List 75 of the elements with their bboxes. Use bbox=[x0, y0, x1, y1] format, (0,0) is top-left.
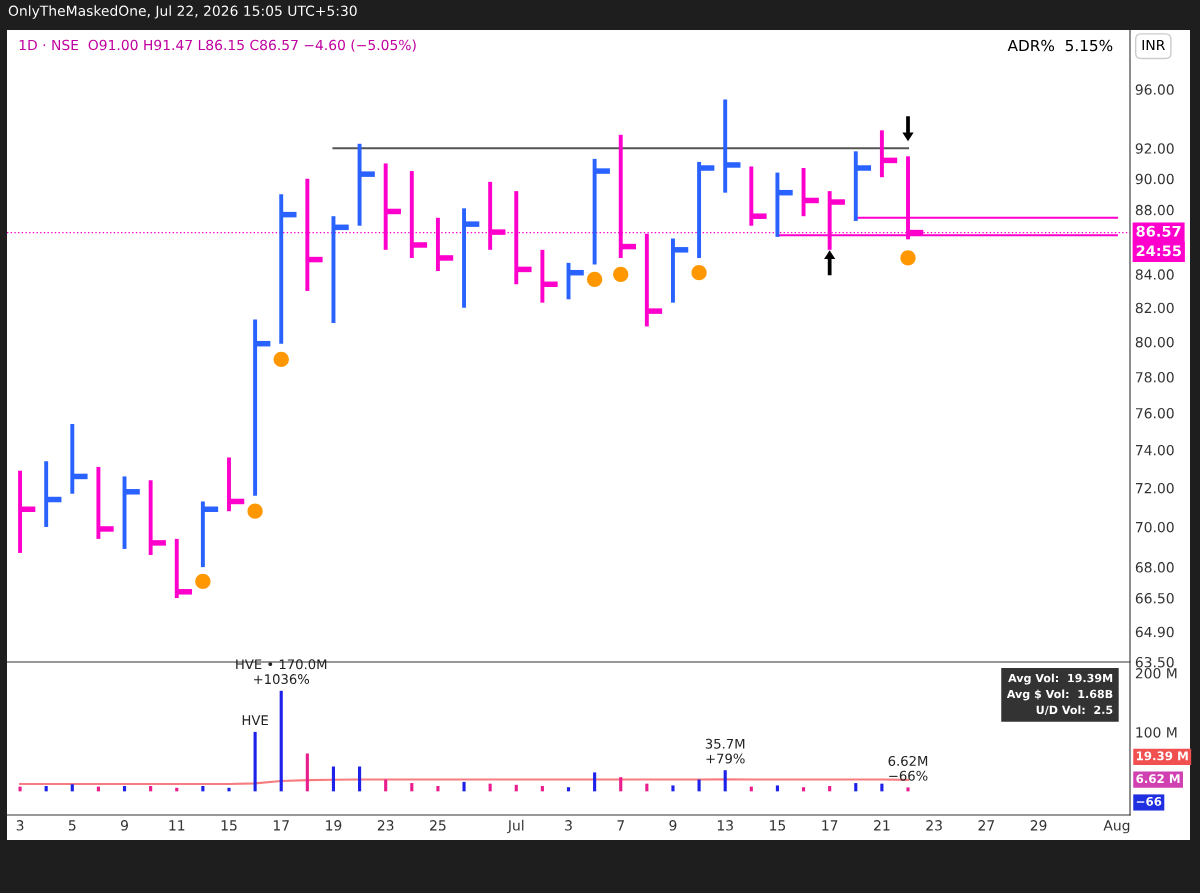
x-tick-label: Aug bbox=[1103, 820, 1130, 834]
x-tick-label: 17 bbox=[273, 820, 289, 831]
bar bbox=[801, 787, 806, 792]
x-tick-label: 13 bbox=[717, 820, 733, 831]
bar bbox=[358, 766, 362, 792]
x-tick-label: 9 bbox=[120, 820, 128, 831]
text: 6.62 M bbox=[1136, 774, 1180, 784]
x-tick-label: 15 bbox=[221, 820, 237, 831]
y-tick-label: 80.00 bbox=[1135, 336, 1174, 348]
y-tick-label: 78.00 bbox=[1136, 372, 1174, 383]
y-tick-label: 66.50 bbox=[1135, 593, 1174, 604]
y-tick-label: 92.00 bbox=[1135, 143, 1174, 154]
y-tick-label: 68.00 bbox=[1135, 562, 1174, 573]
x-tick-label: 5 bbox=[68, 820, 76, 831]
text: INR bbox=[1142, 39, 1165, 51]
bar bbox=[723, 770, 727, 792]
y-tick-label: 90.00 bbox=[1135, 173, 1174, 185]
bar bbox=[619, 777, 623, 792]
x-tick-label: 9 bbox=[669, 820, 677, 831]
text: 19.39 M bbox=[1136, 751, 1188, 761]
x-tick-label: 23 bbox=[377, 820, 394, 831]
bar bbox=[671, 785, 675, 792]
text: 1D · NSE O91.00 H91.47 L86.15 C86.57 −4.60 (−5.05%) bbox=[19, 39, 416, 52]
bar bbox=[514, 784, 518, 792]
y-tick-label: 200 M bbox=[1135, 668, 1177, 679]
text: OnlyTheMaskedOne, Jul 22, 2026 15:05 UTC+5:30 bbox=[8, 5, 357, 19]
y-tick-label: 74.00 bbox=[1136, 444, 1174, 456]
x-tick-label: 15 bbox=[770, 820, 786, 831]
bar bbox=[70, 784, 74, 792]
bar bbox=[410, 783, 414, 792]
x-tick-label: 7 bbox=[617, 820, 624, 831]
bar bbox=[331, 766, 336, 792]
annotation: Avg $ Vol: 1.68B bbox=[1006, 689, 1113, 701]
y-tick-label: 72.00 bbox=[1136, 482, 1174, 494]
x-tick-label: 25 bbox=[430, 820, 446, 831]
bar bbox=[906, 787, 910, 792]
x-tick-label: 3 bbox=[16, 820, 24, 831]
x-tick-label: 27 bbox=[978, 820, 995, 831]
y-tick-label: 84.00 bbox=[1135, 269, 1174, 280]
x-tick-label: 23 bbox=[926, 820, 942, 831]
y-tick-label: 96.00 bbox=[1135, 84, 1174, 95]
x-tick-label: 17 bbox=[822, 820, 838, 831]
bar bbox=[593, 772, 597, 792]
annotation: 6.62M −66% bbox=[888, 755, 928, 781]
ref-line-label: 86.57 bbox=[1136, 225, 1181, 237]
text: −66 bbox=[1136, 796, 1162, 806]
annotation: HVE bbox=[242, 715, 268, 725]
x-tick-label: Jul bbox=[507, 819, 524, 834]
annotation: ADR% 5.15% bbox=[1007, 39, 1113, 52]
x-tick-label: 21 bbox=[874, 820, 890, 831]
annotation: Avg Vol: 19.39M bbox=[1008, 673, 1113, 685]
annotation: U/D Vol: 2.5 bbox=[1036, 705, 1113, 715]
bar bbox=[854, 783, 858, 792]
bar bbox=[305, 753, 309, 792]
y-tick-label: 70.00 bbox=[1136, 521, 1174, 533]
bar bbox=[566, 787, 571, 792]
y-tick-label: 63.50 bbox=[1135, 656, 1174, 668]
x-tick-label: 19 bbox=[326, 820, 342, 831]
bar bbox=[279, 690, 283, 792]
annotation: HVE • 170.0M +1036% bbox=[236, 659, 327, 685]
bar bbox=[227, 787, 231, 792]
bar bbox=[462, 781, 466, 792]
x-tick-label: 29 bbox=[1030, 820, 1047, 831]
x-tick-label: 3 bbox=[565, 820, 572, 831]
bar bbox=[18, 786, 22, 792]
y-tick-label: 100 M bbox=[1136, 727, 1177, 738]
y-tick-label: 64.90 bbox=[1135, 626, 1174, 638]
bar bbox=[253, 731, 257, 792]
y-tick-label: 76.00 bbox=[1136, 407, 1174, 419]
y-tick-label: 88.00 bbox=[1135, 204, 1174, 216]
annotation: 35.7M +79% bbox=[705, 738, 745, 764]
y-tick-label: 82.00 bbox=[1135, 302, 1174, 314]
text: 24:55 bbox=[1136, 245, 1181, 257]
bar bbox=[775, 785, 779, 792]
x-tick-label: 11 bbox=[169, 820, 185, 831]
